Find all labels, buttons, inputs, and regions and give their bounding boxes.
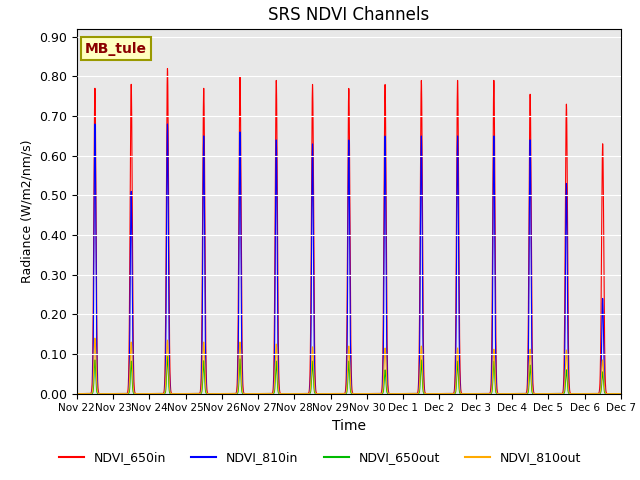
Line: NDVI_650in: NDVI_650in bbox=[77, 69, 640, 394]
NDVI_810out bbox=[534, 391, 542, 396]
NDVI_650out bbox=[164, 353, 172, 359]
NDVI_810in bbox=[102, 391, 110, 396]
NDVI_810out bbox=[102, 391, 110, 396]
NDVI_810in bbox=[73, 391, 81, 396]
NDVI_650out bbox=[102, 391, 110, 396]
NDVI_810out bbox=[91, 335, 99, 341]
NDVI_810in bbox=[534, 391, 542, 396]
NDVI_810in bbox=[91, 121, 99, 127]
NDVI_810in bbox=[503, 391, 511, 396]
NDVI_810in bbox=[442, 391, 449, 396]
Line: NDVI_810out: NDVI_810out bbox=[77, 338, 640, 394]
NDVI_650in bbox=[503, 391, 511, 396]
NDVI_650in bbox=[73, 391, 81, 396]
Legend: NDVI_650in, NDVI_810in, NDVI_650out, NDVI_810out: NDVI_650in, NDVI_810in, NDVI_650out, NDV… bbox=[54, 446, 586, 469]
NDVI_810in bbox=[634, 391, 640, 396]
Text: MB_tule: MB_tule bbox=[85, 41, 147, 56]
NDVI_650in bbox=[102, 391, 110, 396]
NDVI_650out bbox=[283, 391, 291, 396]
NDVI_650out bbox=[630, 391, 637, 396]
NDVI_810out bbox=[73, 391, 81, 396]
NDVI_650out bbox=[417, 378, 424, 384]
NDVI_810out bbox=[417, 365, 424, 371]
NDVI_810out bbox=[503, 391, 511, 396]
NDVI_650out bbox=[73, 391, 81, 396]
Line: NDVI_810in: NDVI_810in bbox=[77, 124, 640, 394]
NDVI_810out bbox=[638, 391, 640, 396]
NDVI_650in bbox=[442, 391, 449, 396]
NDVI_650in bbox=[164, 66, 172, 72]
Line: NDVI_650out: NDVI_650out bbox=[77, 356, 640, 394]
X-axis label: Time: Time bbox=[332, 419, 366, 433]
NDVI_650out bbox=[503, 391, 511, 396]
NDVI_810in bbox=[417, 270, 424, 276]
NDVI_650in bbox=[283, 391, 291, 396]
NDVI_650out bbox=[534, 391, 542, 396]
Y-axis label: Radiance (W/m2/nm/s): Radiance (W/m2/nm/s) bbox=[20, 140, 33, 283]
NDVI_650out bbox=[442, 391, 449, 396]
Title: SRS NDVI Channels: SRS NDVI Channels bbox=[268, 6, 429, 24]
NDVI_810out bbox=[442, 391, 449, 396]
NDVI_810out bbox=[283, 391, 291, 396]
NDVI_650in bbox=[534, 391, 542, 396]
NDVI_810in bbox=[283, 391, 291, 396]
NDVI_650in bbox=[417, 206, 424, 212]
